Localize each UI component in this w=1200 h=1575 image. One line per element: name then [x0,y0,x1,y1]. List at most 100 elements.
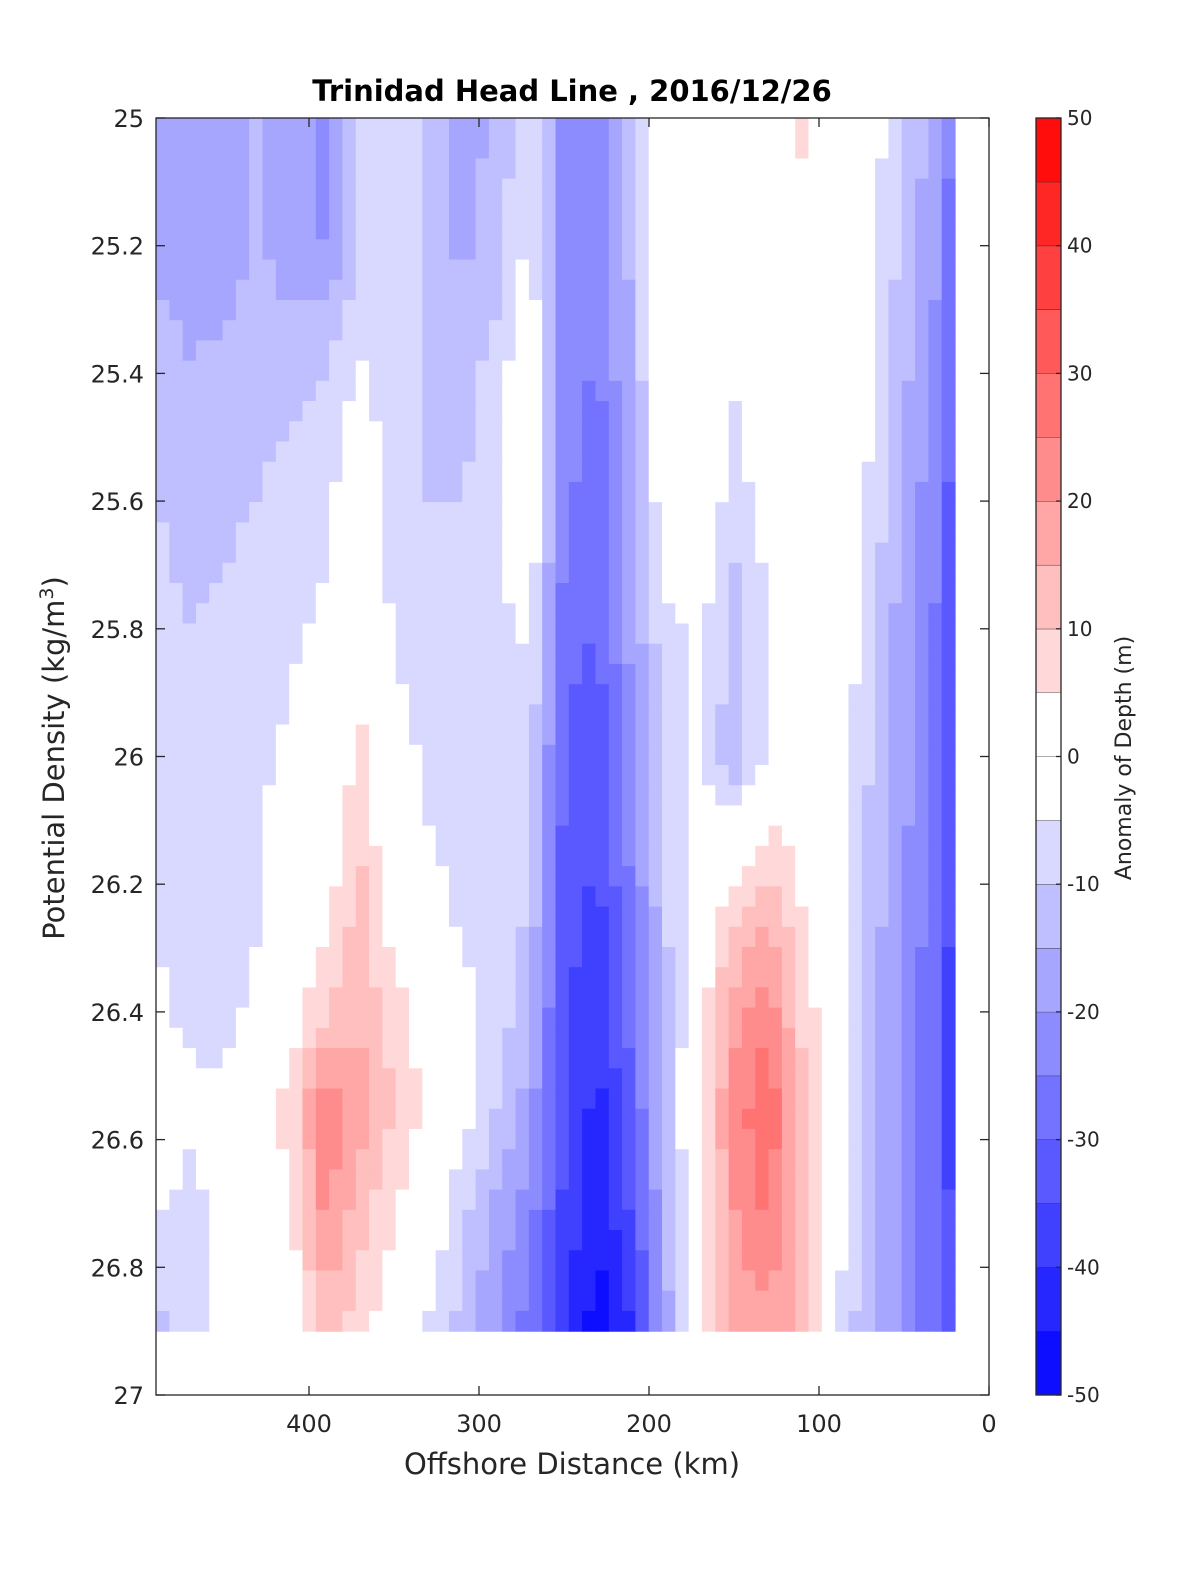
heatmap-cell [928,765,943,786]
heatmap-cell [781,461,796,483]
heatmap-cell [781,1270,796,1292]
heatmap-cell [701,987,716,1009]
heatmap-cell [648,1270,663,1292]
heatmap-cell [222,663,237,685]
heatmap-cell [435,724,450,746]
heatmap-cell [821,1209,836,1231]
heatmap-cell [315,704,330,726]
heatmap-cell [289,1209,304,1231]
heatmap-cell [835,360,850,382]
heatmap-cell [195,643,210,665]
heatmap-cell [595,805,610,827]
heatmap-cell [888,906,903,928]
heatmap-cell [462,198,477,220]
heatmap-cell [209,684,224,705]
heatmap-cell [821,906,836,928]
heatmap-cell [249,1007,264,1029]
heatmap-cell [475,198,490,220]
heatmap-cell [595,340,610,362]
heatmap-cell [795,1189,810,1211]
heatmap-cell [488,1189,503,1211]
heatmap-cell [289,542,304,564]
heatmap-cell [795,502,810,523]
heatmap-cell [528,118,543,139]
heatmap-cell [289,744,304,766]
heatmap-cell [821,583,836,604]
heatmap-cell [835,623,850,645]
heatmap-cell [462,259,477,281]
heatmap-cell [568,542,583,564]
heatmap-cell [275,461,290,483]
heatmap-cell [821,724,836,746]
heatmap-cell [355,1088,370,1110]
heatmap-cell [488,785,503,807]
heatmap-cell [195,1128,210,1150]
heatmap-cell [568,1290,583,1312]
heatmap-cell [156,219,170,240]
heatmap-cell [182,1230,197,1251]
heatmap-cell [448,1189,463,1211]
heatmap-cell [675,401,690,422]
heatmap-cell [608,866,623,887]
heatmap-cell [182,1149,197,1170]
heatmap-cell [528,178,543,200]
heatmap-cell [861,158,876,180]
heatmap-cell [715,906,730,928]
heatmap-cell [768,906,783,928]
heatmap-cell [795,441,810,463]
heatmap-cell [662,502,676,523]
heatmap-cell [941,1189,956,1211]
heatmap-cell [701,1149,716,1170]
heatmap-cell [821,765,836,786]
heatmap-cell [701,178,716,200]
heatmap-cell [422,158,437,180]
heatmap-cell [542,684,557,705]
y-tick-label: 25.6 [91,488,144,516]
heatmap-cell [701,1027,716,1049]
heatmap-cell [169,461,184,483]
heatmap-cell [448,583,463,604]
heatmap-cell [369,704,383,726]
heatmap-cell [568,178,583,200]
heatmap-cell [662,1108,676,1130]
heatmap-cell [901,158,916,180]
heatmap-cell [302,1048,317,1069]
heatmap-cell [355,1230,370,1251]
heatmap-cell [329,118,344,139]
heatmap-cell [222,623,237,645]
heatmap-cell [435,118,450,139]
heatmap-cell [342,704,357,726]
heatmap-cell [409,785,423,807]
heatmap-cell [915,1250,929,1272]
heatmap-cell [915,1189,929,1211]
heatmap-cell [595,926,610,948]
heatmap-cell [728,603,743,625]
heatmap-cell [662,542,676,564]
heatmap-cell [941,663,956,685]
heatmap-cell [622,299,636,321]
heatmap-cell [528,461,543,483]
heatmap-cell [915,138,929,160]
heatmap-cell [302,421,317,443]
heatmap-cell [781,1230,796,1251]
heatmap-cell [395,522,410,544]
heatmap-cell [182,845,197,867]
heatmap-cell [701,906,716,928]
heatmap-cell [555,502,570,523]
heatmap-cell [435,178,450,200]
heatmap-cell [302,785,317,807]
heatmap-cell [422,724,437,746]
heatmap-cell [928,1088,943,1110]
heatmap-cell [941,926,956,948]
heatmap-cell [941,785,956,807]
heatmap-cell [582,1189,597,1211]
heatmap-cell [515,1128,530,1150]
heatmap-cell [861,1290,876,1312]
heatmap-cell [222,178,237,200]
heatmap-cell [781,542,796,564]
heatmap-cell [422,542,437,564]
heatmap-cell [622,744,636,766]
heatmap-cell [701,461,716,483]
heatmap-cell [329,1209,344,1231]
heatmap-cell [355,441,370,463]
